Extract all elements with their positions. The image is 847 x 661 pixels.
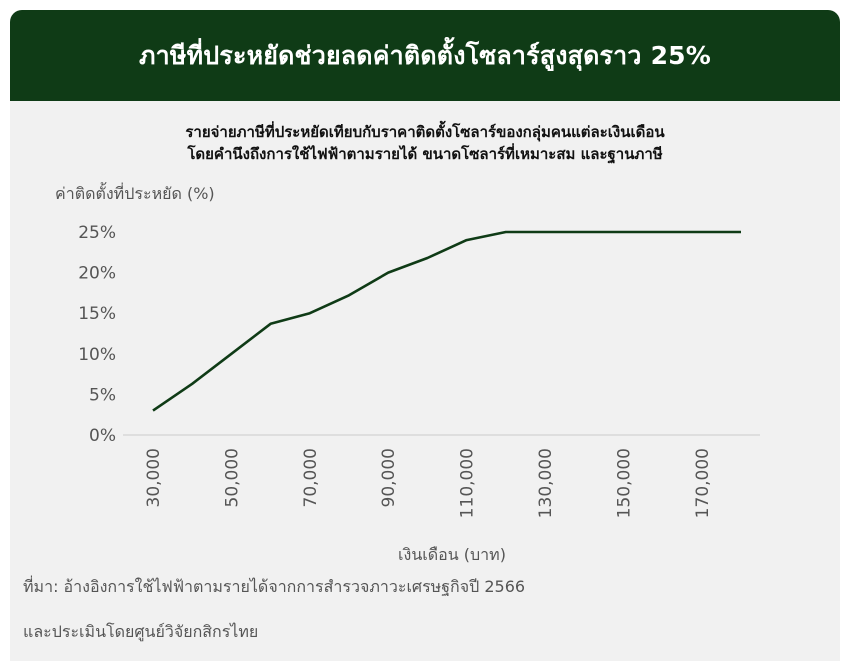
x-tick-label: 130,000 — [536, 448, 556, 518]
x-tick-label: 50,000 — [222, 448, 242, 507]
y-tick-label: 5% — [89, 385, 116, 405]
series-line — [152, 230, 741, 412]
y-tick-label: 15% — [78, 304, 116, 324]
line-chart: ค่าติดตั้งที่ประหยัด (%) เงินเดือน (บาท)… — [55, 182, 760, 564]
source-note-line2: และประเมินโดยศูนย์วิจัยกสิกรไทย — [23, 622, 259, 641]
x-tick-label: 70,000 — [301, 448, 321, 507]
x-tick-label: 90,000 — [379, 448, 399, 507]
x-axis-label: เงินเดือน (บาท) — [398, 545, 506, 564]
y-tick-label: 20% — [78, 264, 116, 284]
x-tick-label: 30,000 — [144, 448, 164, 507]
source-note-line1: ที่มา: อ้างอิงการใช้ไฟฟ้าตามรายได้จากการ… — [23, 577, 526, 596]
header-banner: ภาษีที่ประหยัดช่วยลดค่าติดตั้งโซลาร์สูงส… — [10, 10, 840, 101]
chart-subtitle-line1: รายจ่ายภาษีที่ประหยัดเทียบกับราคาติดตั้ง… — [185, 123, 665, 141]
page-title: ภาษีที่ประหยัดช่วยลดค่าติดตั้งโซลาร์สูงส… — [138, 40, 712, 70]
y-tick-label: 10% — [78, 345, 116, 365]
y-tick-label: 25% — [78, 223, 116, 243]
y-tick-label: 0% — [89, 426, 116, 446]
chart-subtitle-line2: โดยคำนึงถึงการใช้ไฟฟ้าตามรายได้ ขนาดโซลา… — [187, 145, 663, 163]
y-axis-label: ค่าติดตั้งที่ประหยัด (%) — [55, 182, 215, 203]
x-tick-label: 170,000 — [693, 448, 713, 518]
x-tick-label: 110,000 — [458, 448, 478, 518]
chart-card: ภาษีที่ประหยัดช่วยลดค่าติดตั้งโซลาร์สูงส… — [10, 10, 840, 661]
x-tick-label: 150,000 — [614, 448, 634, 518]
